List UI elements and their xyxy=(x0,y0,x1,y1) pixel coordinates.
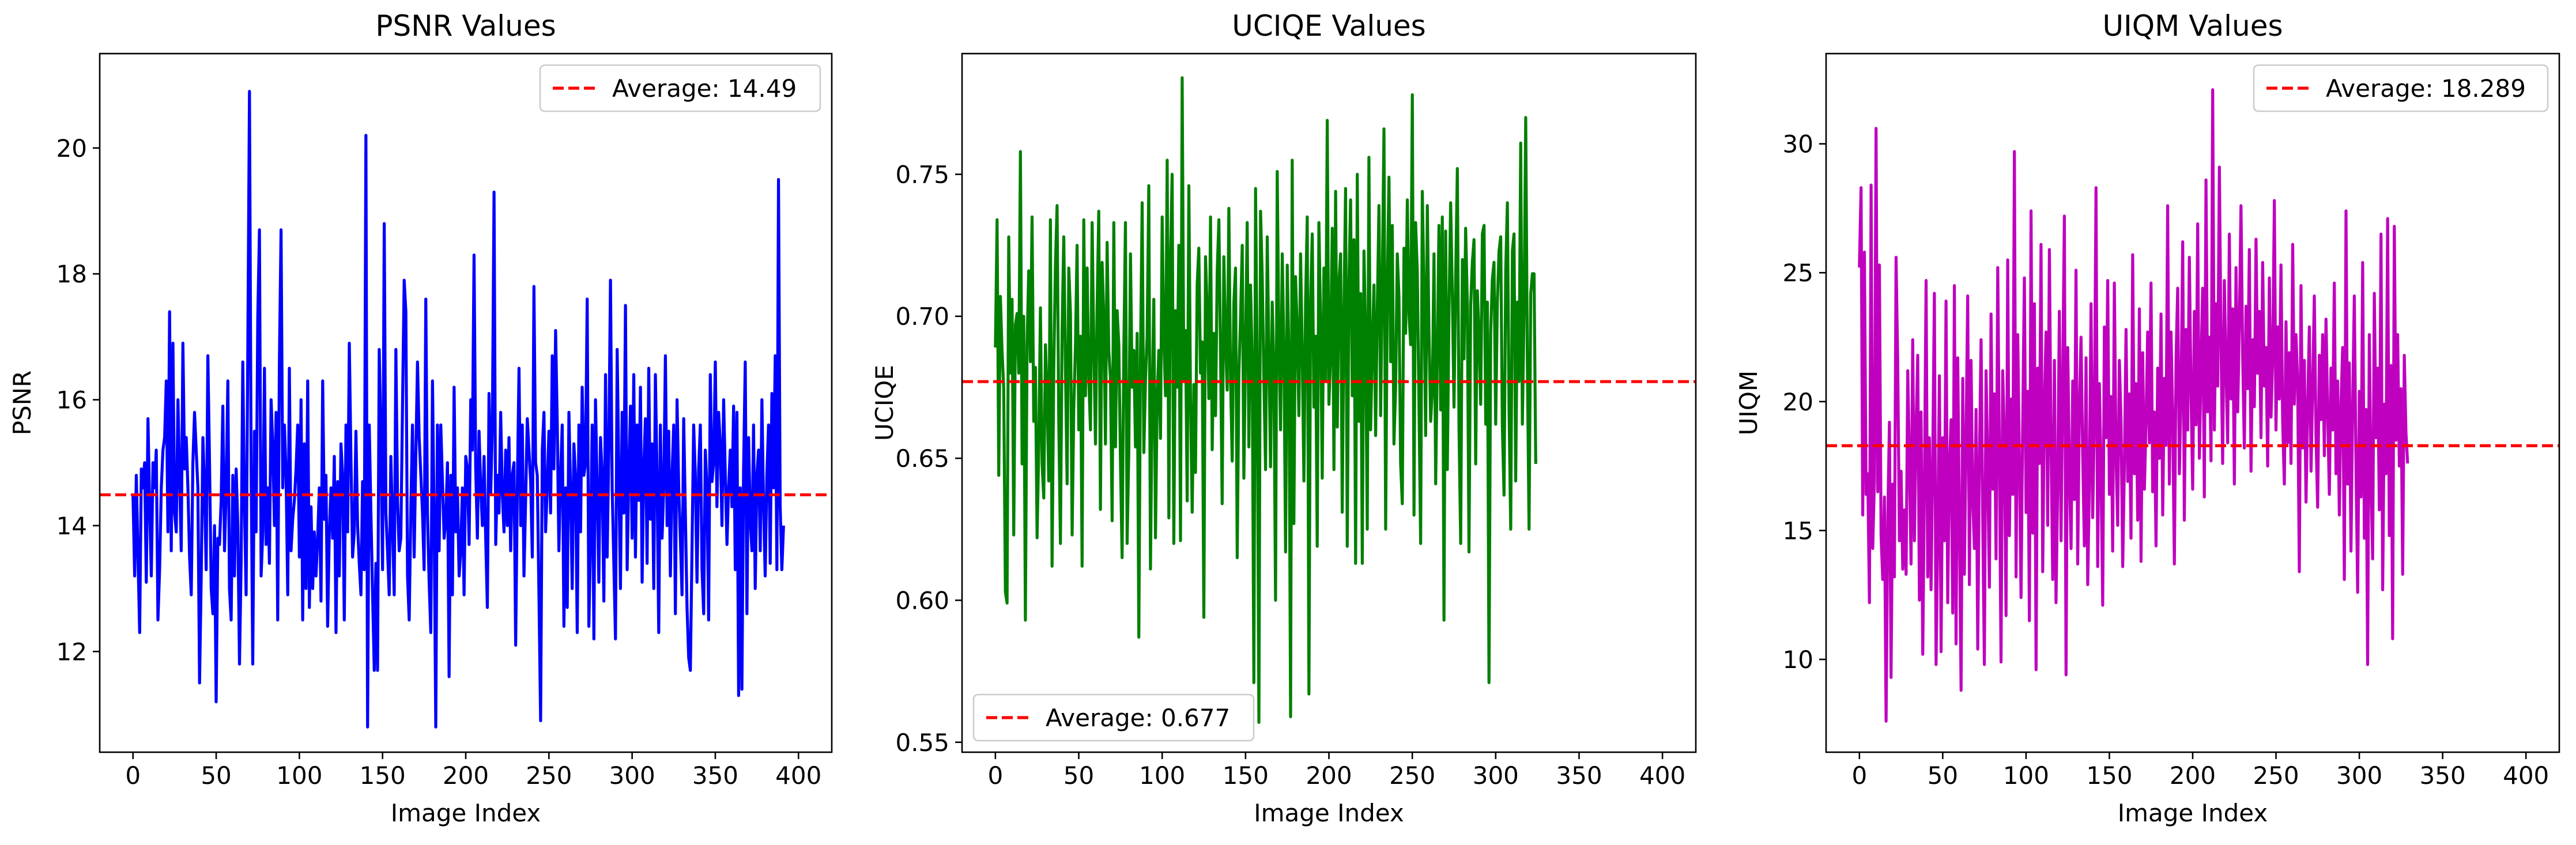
psnr-y-tick-label: 18 xyxy=(56,260,87,288)
uiqm-x-tick-label: 150 xyxy=(2086,761,2132,790)
psnr-y-tick-label: 16 xyxy=(56,386,87,414)
uiqm-panel: UIQM Values Image Index UIQM 0 50 100 150 20… xyxy=(1734,9,2560,827)
psnr-chart-title: PSNR Values xyxy=(375,9,556,43)
uciqe-x-axis-label: Image Index xyxy=(1254,799,1404,827)
uciqe-series-line xyxy=(994,76,1537,724)
uciqe-x-tick-label: 350 xyxy=(1556,761,1602,790)
uiqm-x-tick-label: 200 xyxy=(2170,761,2216,790)
psnr-y-tick-label: 12 xyxy=(56,637,87,666)
uciqe-x-tick-label: 0 xyxy=(987,761,1003,790)
uciqe-x-tick-label: 250 xyxy=(1389,761,1435,790)
uiqm-x-axis-label: Image Index xyxy=(2118,799,2268,827)
uciqe-y-axis-label: UCIQE xyxy=(870,365,899,441)
uiqm-x-tick-label: 50 xyxy=(1928,761,1958,790)
uciqe-y-tick-label: 0.55 xyxy=(895,729,949,757)
psnr-x-tick-label: 350 xyxy=(692,761,738,790)
uiqm-y-tick-label: 30 xyxy=(1783,130,1813,159)
uiqm-legend-box xyxy=(2253,64,2549,112)
psnr-y-tick-label: 14 xyxy=(56,512,87,540)
psnr-series-line xyxy=(131,89,785,729)
uciqe-panel: UCIQE Values Image Index UCIQE 0 50 100 150… xyxy=(870,9,1697,827)
uciqe-legend-label: Average: 0.677 xyxy=(1046,704,1230,732)
uiqm-x-tick-label: 0 xyxy=(1851,761,1867,790)
psnr-legend-label: Average: 14.49 xyxy=(612,74,797,103)
uiqm-y-tick-label: 25 xyxy=(1783,259,1813,287)
uciqe-x-tick-label: 50 xyxy=(1063,761,1094,790)
psnr-x-tick-label: 0 xyxy=(125,761,141,790)
psnr-legend-box xyxy=(539,64,821,112)
uiqm-chart-title: UIQM Values xyxy=(2102,9,2283,43)
uiqm-y-axis-label: UIQM xyxy=(1734,371,1763,435)
uiqm-x-tick-label: 100 xyxy=(2003,761,2049,790)
psnr-x-tick-label: 150 xyxy=(360,761,406,790)
uciqe-legend-box xyxy=(972,693,1255,742)
uiqm-x-tick-label: 350 xyxy=(2420,761,2466,790)
uiqm-legend: Average: 18.289 xyxy=(2253,64,2549,112)
psnr-panel: PSNR Values Image Index PSNR 0 50 100 150 20… xyxy=(8,9,833,827)
uiqm-x-tick-label: 400 xyxy=(2503,761,2549,790)
psnr-y-tick-label: 20 xyxy=(56,134,87,163)
uciqe-plot-area: 0 50 100 150 200 250 300 350 400 0.55 0.60 0.65 0.70… xyxy=(895,52,1697,790)
psnr-x-tick-label: 400 xyxy=(775,761,821,790)
uiqm-x-tick-label: 300 xyxy=(2336,761,2382,790)
uciqe-x-tick-label: 150 xyxy=(1223,761,1269,790)
psnr-x-tick-label: 300 xyxy=(609,761,655,790)
uiqm-plot-area: 0 50 100 150 200 250 300 350 400 10 15 20 25 30 xyxy=(1783,52,2560,790)
psnr-legend: Average: 14.49 xyxy=(539,64,821,112)
psnr-x-tick-label: 100 xyxy=(276,761,322,790)
psnr-y-axis-label: PSNR xyxy=(8,371,36,436)
uiqm-y-tick-label: 10 xyxy=(1783,646,1813,674)
psnr-plot-area: 0 50 100 150 200 250 300 350 400 12 14 16 18 20 xyxy=(56,52,833,790)
uciqe-legend: Average: 0.677 xyxy=(972,693,1255,742)
uiqm-x-tick-label: 250 xyxy=(2253,761,2299,790)
uciqe-chart-title: UCIQE Values xyxy=(1232,9,1425,43)
uciqe-y-tick-label: 0.65 xyxy=(895,444,949,473)
uciqe-y-tick-label: 0.60 xyxy=(895,586,949,614)
psnr-x-tick-label: 50 xyxy=(201,761,231,790)
uciqe-y-tick-label: 0.70 xyxy=(895,303,949,331)
uiqm-y-tick-label: 15 xyxy=(1783,516,1813,545)
psnr-x-tick-label: 250 xyxy=(526,761,572,790)
psnr-x-axis-label: Image Index xyxy=(391,799,541,827)
uciqe-x-tick-label: 200 xyxy=(1306,761,1352,790)
uciqe-y-tick-label: 0.75 xyxy=(895,160,949,188)
psnr-x-tick-label: 200 xyxy=(443,761,489,790)
uciqe-x-tick-label: 300 xyxy=(1473,761,1519,790)
uciqe-x-tick-label: 100 xyxy=(1139,761,1185,790)
uiqm-y-tick-label: 20 xyxy=(1783,388,1813,416)
uciqe-x-tick-label: 400 xyxy=(1639,761,1685,790)
uiqm-legend-label: Average: 18.289 xyxy=(2326,74,2526,103)
